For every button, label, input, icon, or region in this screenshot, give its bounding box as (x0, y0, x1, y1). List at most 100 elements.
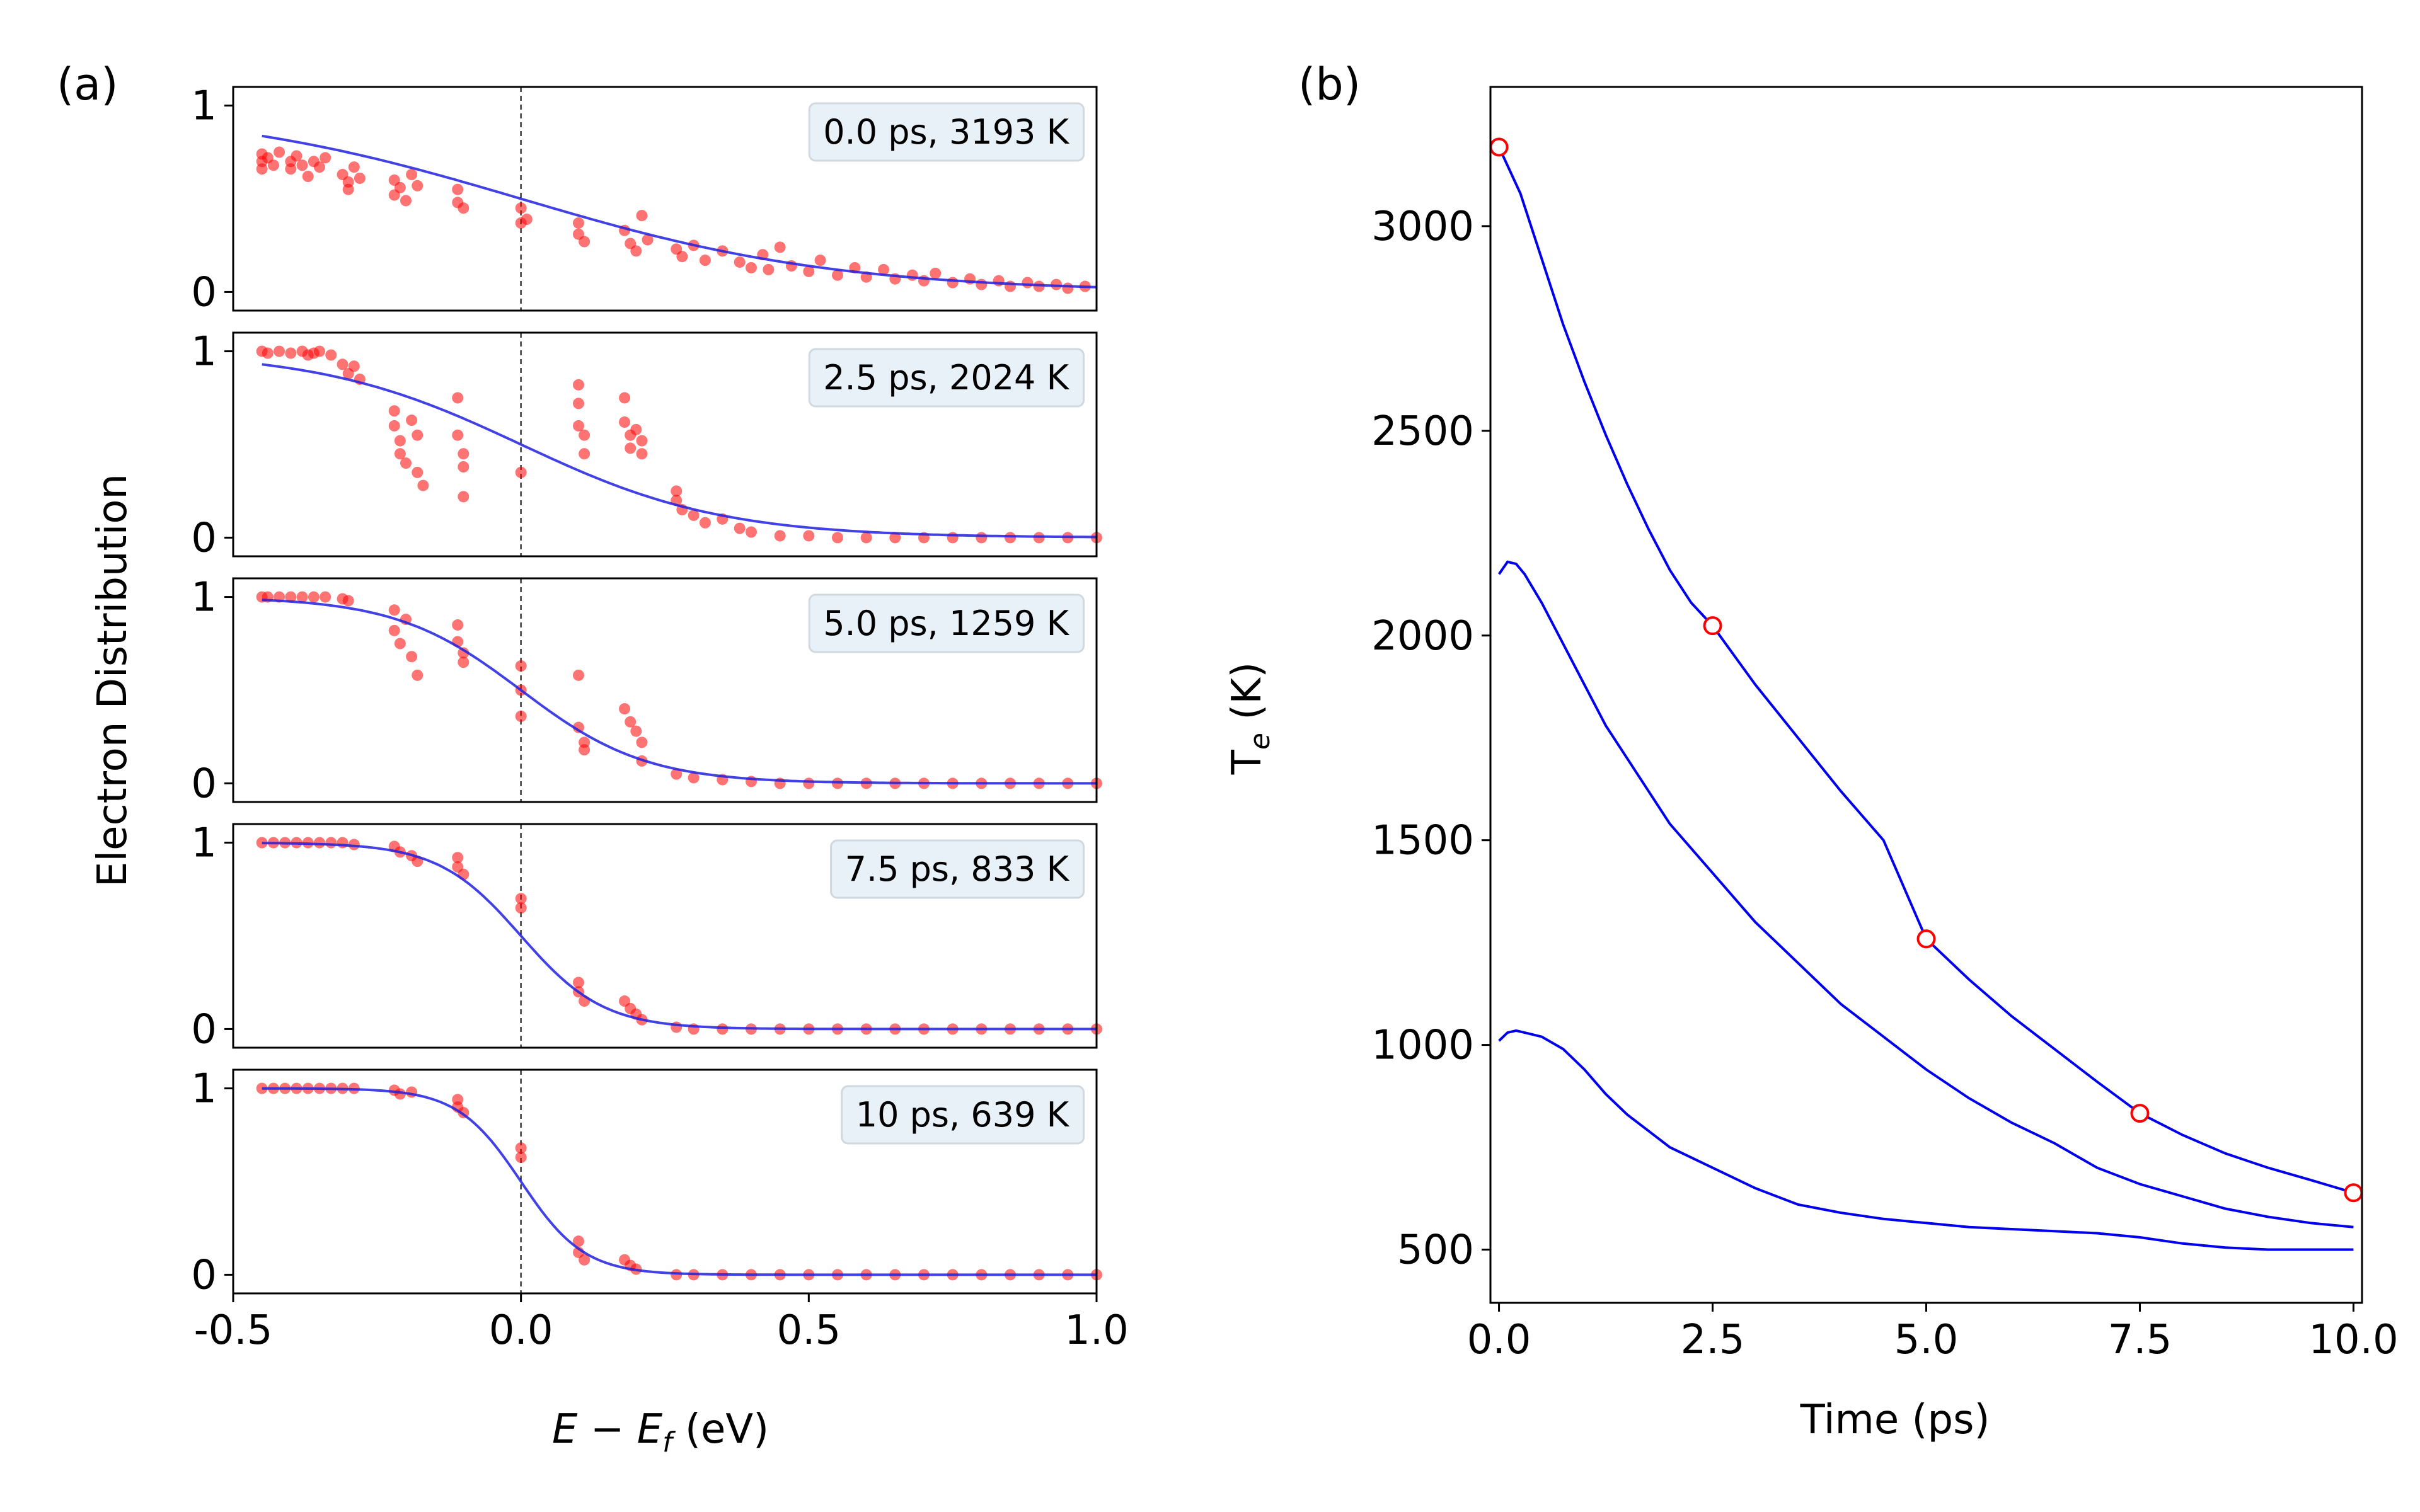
data-point (573, 669, 584, 681)
data-point (642, 234, 654, 246)
y-tick-label: 1 (191, 83, 217, 130)
data-point (417, 479, 429, 491)
x-tick-label: 1.0 (1064, 1307, 1129, 1354)
data-point (256, 1082, 268, 1094)
panel-b-ylabel: Te (K) (1224, 662, 1276, 775)
fermi-dirac-fit-line (262, 598, 1097, 785)
data-point (388, 405, 400, 417)
data-point (746, 526, 757, 538)
data-point (1051, 278, 1063, 290)
subplot-4: 0 1 10 ps, 639 K (191, 1066, 1102, 1298)
y-tick-label: 1 (191, 329, 217, 375)
subplot-label-box (808, 593, 1085, 653)
data-point (412, 669, 424, 681)
data-point (579, 429, 591, 441)
x-tick-label: -0.5 (194, 1307, 273, 1354)
y-tick-label: 500 (1397, 1227, 1474, 1274)
data-point (878, 263, 890, 275)
data-point (976, 532, 988, 544)
data-point (308, 591, 320, 603)
plot-frame (1489, 86, 2363, 1304)
y-tick-label: 0 (191, 269, 217, 316)
x-tick-label: 7.5 (2108, 1317, 2172, 1363)
subplot-frame (232, 823, 1098, 1049)
snapshot-marker (2130, 1104, 2150, 1123)
data-point (1022, 277, 1034, 289)
data-point (676, 251, 688, 263)
data-point (630, 725, 642, 737)
subplot-label: 2.5 ps, 2024 K (823, 358, 1069, 398)
data-point (458, 656, 470, 668)
data-point (515, 1142, 527, 1154)
data-point (412, 180, 424, 192)
x-tick-label: 5.0 (1894, 1317, 1959, 1363)
data-point (573, 1235, 584, 1247)
data-point (688, 509, 700, 521)
data-point (515, 710, 527, 722)
y-tick-label: 0 (191, 515, 217, 561)
data-point (734, 256, 746, 268)
subplot-frame (232, 577, 1098, 803)
data-point (636, 210, 648, 222)
data-point (342, 183, 354, 195)
data-point (256, 163, 268, 175)
data-point (671, 485, 683, 497)
data-point (296, 591, 308, 603)
data-point (314, 837, 325, 849)
panel-a-xlabel-main: E − E (552, 1406, 663, 1453)
data-point (803, 530, 815, 542)
data-point (458, 491, 470, 503)
subplot-label: 5.0 ps, 1259 K (823, 604, 1069, 643)
data-point (619, 392, 631, 404)
subplot-label-box (841, 1085, 1085, 1145)
x-tick-label: 10.0 (2308, 1317, 2399, 1363)
snapshot-marker (1703, 616, 1722, 636)
data-point (803, 265, 815, 277)
x-tick-label: 2.5 (1681, 1317, 1745, 1363)
data-point (354, 172, 366, 184)
y-tick-label: 1 (191, 575, 217, 621)
data-point (1005, 532, 1016, 544)
panel-b-ylabel-unit: (K) (1224, 662, 1270, 733)
data-point (458, 461, 470, 472)
data-point (452, 183, 464, 195)
data-point (325, 349, 337, 361)
subplot-label-box (830, 839, 1085, 899)
data-point (320, 591, 331, 603)
data-point (671, 768, 683, 780)
data-point (579, 1254, 591, 1266)
data-point (314, 161, 325, 173)
subplot-frame (232, 331, 1098, 558)
y-tick-label: 0 (191, 1006, 217, 1053)
y-tick-label: 1000 (1371, 1022, 1474, 1069)
data-point (688, 772, 700, 784)
y-tick-label: 1 (191, 820, 217, 867)
data-point (947, 532, 959, 544)
data-point (458, 202, 470, 214)
panel-a-distribution: 0 1 0.0 ps, 3193 K 0 1 2.5 ps, 2024 K 0 1 5.0 ps… (191, 83, 1129, 1354)
y-tick-label: 3000 (1371, 203, 1474, 250)
data-point (515, 893, 527, 905)
data-point (717, 1023, 729, 1035)
y-tick-label: 0 (191, 1252, 217, 1298)
data-point (906, 269, 918, 281)
data-point (348, 360, 360, 372)
data-point (636, 448, 648, 460)
y-tick-label: 2000 (1371, 613, 1474, 660)
subplot-2: 0 1 5.0 ps, 1259 K (191, 575, 1102, 807)
data-point (291, 150, 302, 162)
panel-a-label: (a) (57, 59, 118, 110)
temperature-series-1 (1497, 560, 2354, 1228)
x-tick-label: 0.0 (489, 1307, 553, 1354)
data-point (256, 837, 268, 849)
panel-b-ylabel-main: T (1224, 749, 1270, 775)
y-tick-label: 1 (191, 1066, 217, 1113)
y-tick-label: 1500 (1371, 818, 1474, 864)
data-point (630, 423, 642, 435)
panel-b-ylabel-sub: e (1244, 733, 1276, 750)
snapshot-marker (1489, 137, 1509, 157)
data-point (746, 261, 757, 273)
data-point (262, 347, 274, 359)
y-tick-label: 0 (191, 760, 217, 807)
data-point (889, 532, 901, 544)
